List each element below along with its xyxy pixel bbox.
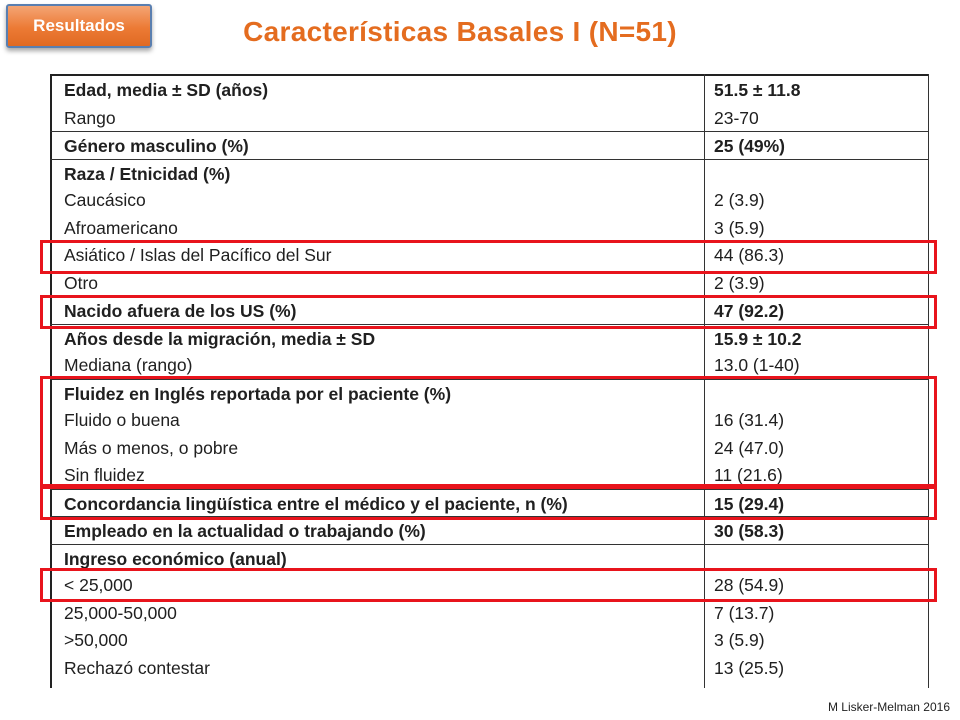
table-row: Raza / Etnicidad (%) [50, 158, 929, 188]
highlight-concordancia-row [40, 486, 937, 520]
row-label: Afroamericano [64, 217, 178, 238]
table-row: Caucásico 2 (3.9) [50, 186, 929, 214]
row-label: >50,000 [64, 630, 128, 650]
row-label: Concordancia lingüística entre el médico… [64, 493, 568, 514]
row-value: 23-70 [714, 107, 759, 128]
row-label: Fluido o buena [64, 410, 180, 430]
row-value: 25 (49%) [714, 136, 786, 156]
row-value: 24 (47.0) [714, 437, 785, 458]
table-row: Edad, media ± SD (años) 51.5 ± 11.8 [50, 76, 929, 104]
page-title: Características Basales I (N=51) [243, 16, 677, 47]
author-credit: M Lisker-Melman 2016 [827, 700, 950, 714]
row-label: Asiático / Islas del Pacífico del Sur [64, 245, 332, 265]
row-label: Otro [64, 272, 99, 293]
table-left-border [50, 74, 52, 688]
row-value: 13 (25.5) [714, 657, 785, 678]
row-label: < 25,000 [64, 575, 133, 595]
table-row: < 25,000 28 (54.9) [50, 571, 929, 599]
row-value: 2 (3.9) [714, 190, 765, 210]
row-label: Más o menos, o pobre [64, 437, 239, 458]
table-row: Otro 2 (3.9) [50, 269, 929, 297]
highlight-fluidez-block [40, 376, 937, 487]
table-top-border [50, 74, 929, 76]
row-value: 3 (5.9) [714, 217, 765, 238]
row-label: Ingreso económico (anual) [64, 548, 287, 569]
highlight-nacido-afuera-row [40, 295, 937, 329]
row-label: Fluidez en Inglés reportada por el pacie… [64, 383, 452, 404]
table-column-divider [704, 74, 705, 688]
row-value: 16 (31.4) [714, 410, 785, 430]
row-value: 28 (54.9) [714, 575, 785, 595]
row-value: 44 (86.3) [714, 245, 785, 265]
table-row: Fluido o buena 16 (31.4) [50, 406, 929, 434]
row-value: 30 (58.3) [714, 521, 785, 541]
row-label: Mediana (rango) [64, 355, 193, 375]
row-value: 13.0 (1-40) [714, 355, 800, 375]
row-label: Empleado en la actualidad o trabajando (… [64, 521, 426, 541]
row-value: 7 (13.7) [714, 602, 775, 623]
row-label: Rechazó contestar [64, 657, 210, 678]
row-value: 2 (3.9) [714, 272, 765, 293]
row-label: Nacido afuera de los US (%) [64, 301, 297, 321]
row-label: Edad, media ± SD (años) [64, 80, 269, 100]
table-row: Empleado en la actualidad o trabajando (… [50, 516, 929, 545]
row-value: 11 (21.6) [714, 465, 783, 485]
table-row: Rango 23-70 [50, 104, 929, 132]
row-label: Caucásico [64, 190, 146, 210]
row-value: 15 (29.4) [714, 493, 785, 514]
row-label: Sin fluidez [64, 465, 145, 485]
table-row: Ingreso económico (anual) [50, 543, 929, 573]
row-value: 47 (92.2) [714, 301, 785, 321]
row-value: 15.9 ± 10.2 [714, 328, 802, 349]
table-row: Años desde la migración, media ± SD 15.9 … [50, 323, 929, 353]
row-label: Raza / Etnicidad (%) [64, 163, 231, 184]
table-row: 25,000-50,000 7 (13.7) [50, 599, 929, 627]
table-row: >50,000 3 (5.9) [50, 626, 929, 654]
highlight-ingreso-row [40, 568, 937, 602]
row-label: 25,000-50,000 [64, 602, 177, 623]
table-row: Afroamericano 3 (5.9) [50, 214, 929, 242]
row-value: 51.5 ± 11.8 [714, 80, 801, 100]
table-row: Asiático / Islas del Pacífico del Sur 44 … [50, 241, 929, 269]
table-row: Sin fluidez 11 (21.6) [50, 461, 929, 489]
table-row: Género masculino (%) 25 (49%) [50, 131, 929, 160]
table-row: Mediana (rango) 13.0 (1-40) [50, 351, 929, 379]
row-value: 3 (5.9) [714, 630, 765, 650]
table-row: Más o menos, o pobre 24 (47.0) [50, 434, 929, 462]
table-right-border [928, 74, 929, 688]
highlight-asiatico-row [40, 240, 937, 274]
row-label: Años desde la migración, media ± SD [64, 328, 376, 349]
row-label: Género masculino (%) [64, 136, 249, 156]
table-row: Rechazó contestar 13 (25.5) [50, 654, 929, 682]
row-label: Rango [64, 107, 116, 128]
section-badge: Resultados [6, 4, 152, 48]
